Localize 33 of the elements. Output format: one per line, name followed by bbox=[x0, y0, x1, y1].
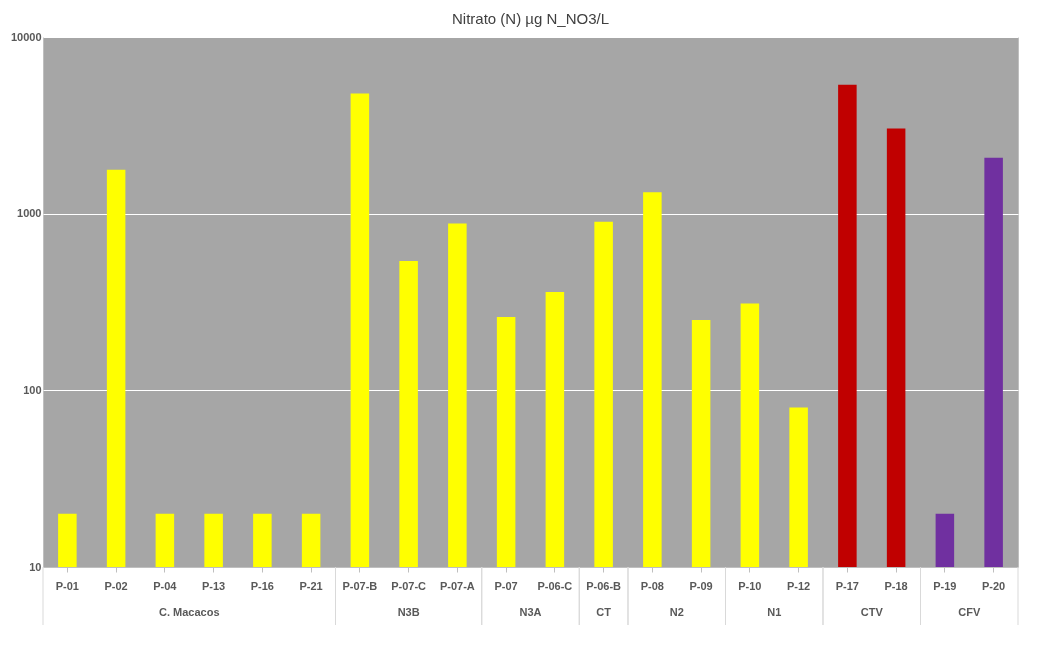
x-tick-label: P-01 bbox=[55, 579, 79, 592]
text: CTV bbox=[860, 606, 884, 618]
x-tick-label: P-04 bbox=[153, 579, 178, 592]
x-tick-label: P-16 bbox=[250, 579, 274, 592]
text: CFV bbox=[958, 606, 981, 618]
x-tick-label: P-08 bbox=[640, 579, 664, 592]
y-tick-label: 1000 bbox=[17, 207, 42, 220]
chart-title: Nitrato (N) µg N_NO3/L bbox=[451, 10, 610, 27]
x-tick-label: P-18 bbox=[884, 579, 908, 592]
x-tick-label: P-19 bbox=[933, 579, 957, 592]
x-tick-label: P-07-B bbox=[342, 579, 378, 592]
y-tick-label: 10000 bbox=[10, 30, 42, 43]
y-tick-label: 100 bbox=[23, 383, 42, 396]
text: N3B bbox=[397, 606, 420, 618]
x-tick-label: P-07-C bbox=[391, 579, 427, 592]
text: N2 bbox=[669, 606, 684, 618]
text: N1 bbox=[767, 606, 782, 618]
x-tick-label: P-06-C bbox=[537, 579, 573, 592]
x-tick-label: P-02 bbox=[104, 579, 128, 592]
text: CT bbox=[596, 606, 612, 618]
x-tick-label: P-20 bbox=[982, 579, 1006, 592]
text: N3A bbox=[519, 606, 542, 618]
x-tick-label: P-07-A bbox=[439, 579, 475, 592]
x-tick-label: P-07 bbox=[494, 579, 518, 592]
x-tick-label: P-17 bbox=[835, 579, 859, 592]
x-tick-label: P-06-B bbox=[586, 579, 622, 592]
x-tick-label: P-09 bbox=[689, 579, 713, 592]
x-tick-label: P-13 bbox=[202, 579, 226, 592]
text: C. Macacos bbox=[158, 606, 220, 618]
x-tick-label: P-12 bbox=[787, 579, 811, 592]
x-tick-label: P-10 bbox=[738, 579, 762, 592]
y-tick-label: 10 bbox=[29, 560, 42, 573]
x-tick-label: P-21 bbox=[299, 579, 323, 592]
